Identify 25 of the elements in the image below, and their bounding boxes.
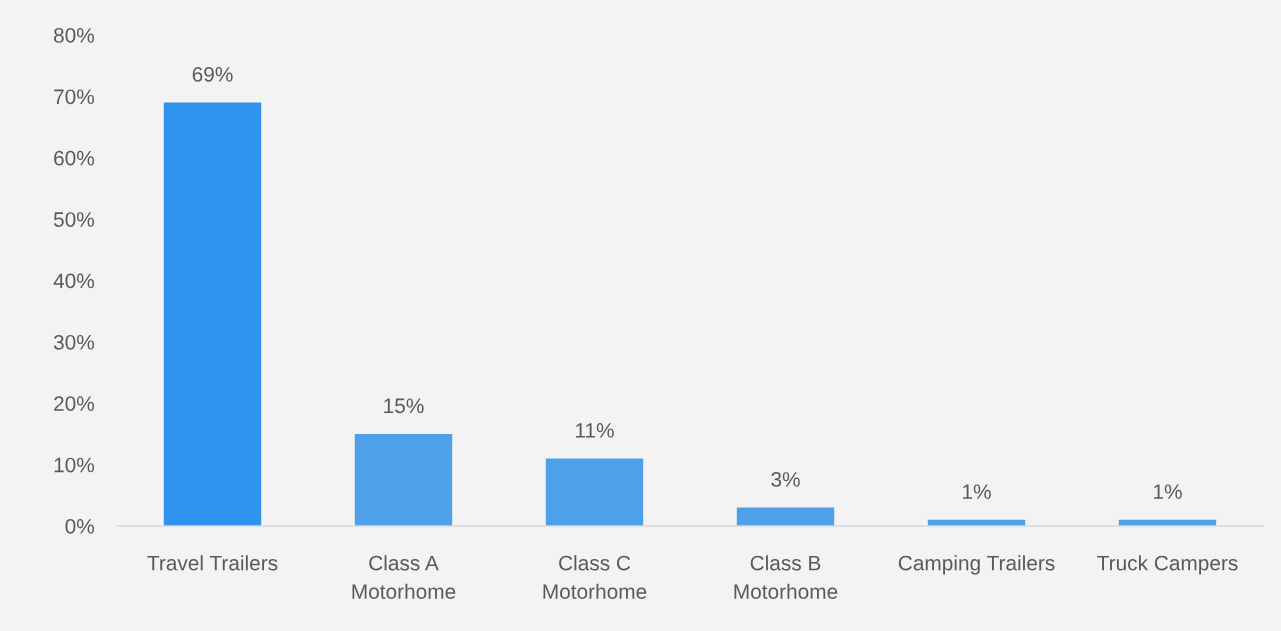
x-tick-label: Class A Motorhome — [352, 555, 456, 599]
bar — [163, 102, 262, 526]
data-label: 15% — [384, 398, 424, 414]
y-tick-label: 80% — [53, 28, 95, 43]
y-tick-label: 10% — [54, 457, 95, 473]
bar — [545, 458, 644, 526]
data-label: 69% — [192, 66, 233, 82]
data-label: 1% — [963, 484, 991, 499]
y-tick-label: 70% — [54, 89, 95, 105]
bar — [354, 433, 453, 526]
y-tick-label: 50% — [53, 212, 95, 227]
x-tick-label: Class C Motorhome — [543, 555, 647, 599]
data-label: 1% — [1154, 484, 1182, 499]
y-tick-label: 0% — [65, 519, 95, 534]
x-tick-label: Travel Trailers — [147, 555, 278, 571]
data-label: 3% — [771, 472, 800, 487]
y-tick-label: 40% — [53, 273, 95, 289]
y-tick-label: 20% — [54, 396, 95, 411]
data-label: 11% — [576, 423, 614, 438]
y-tick-label: 60% — [54, 150, 95, 166]
bar — [736, 507, 835, 526]
x-tick-label: Camping Trailers — [898, 555, 1055, 575]
x-tick-label: Truck Campers — [1097, 555, 1238, 575]
x-tick-label: Class B Motorhome — [734, 555, 838, 599]
y-tick-label: 30% — [53, 334, 95, 350]
